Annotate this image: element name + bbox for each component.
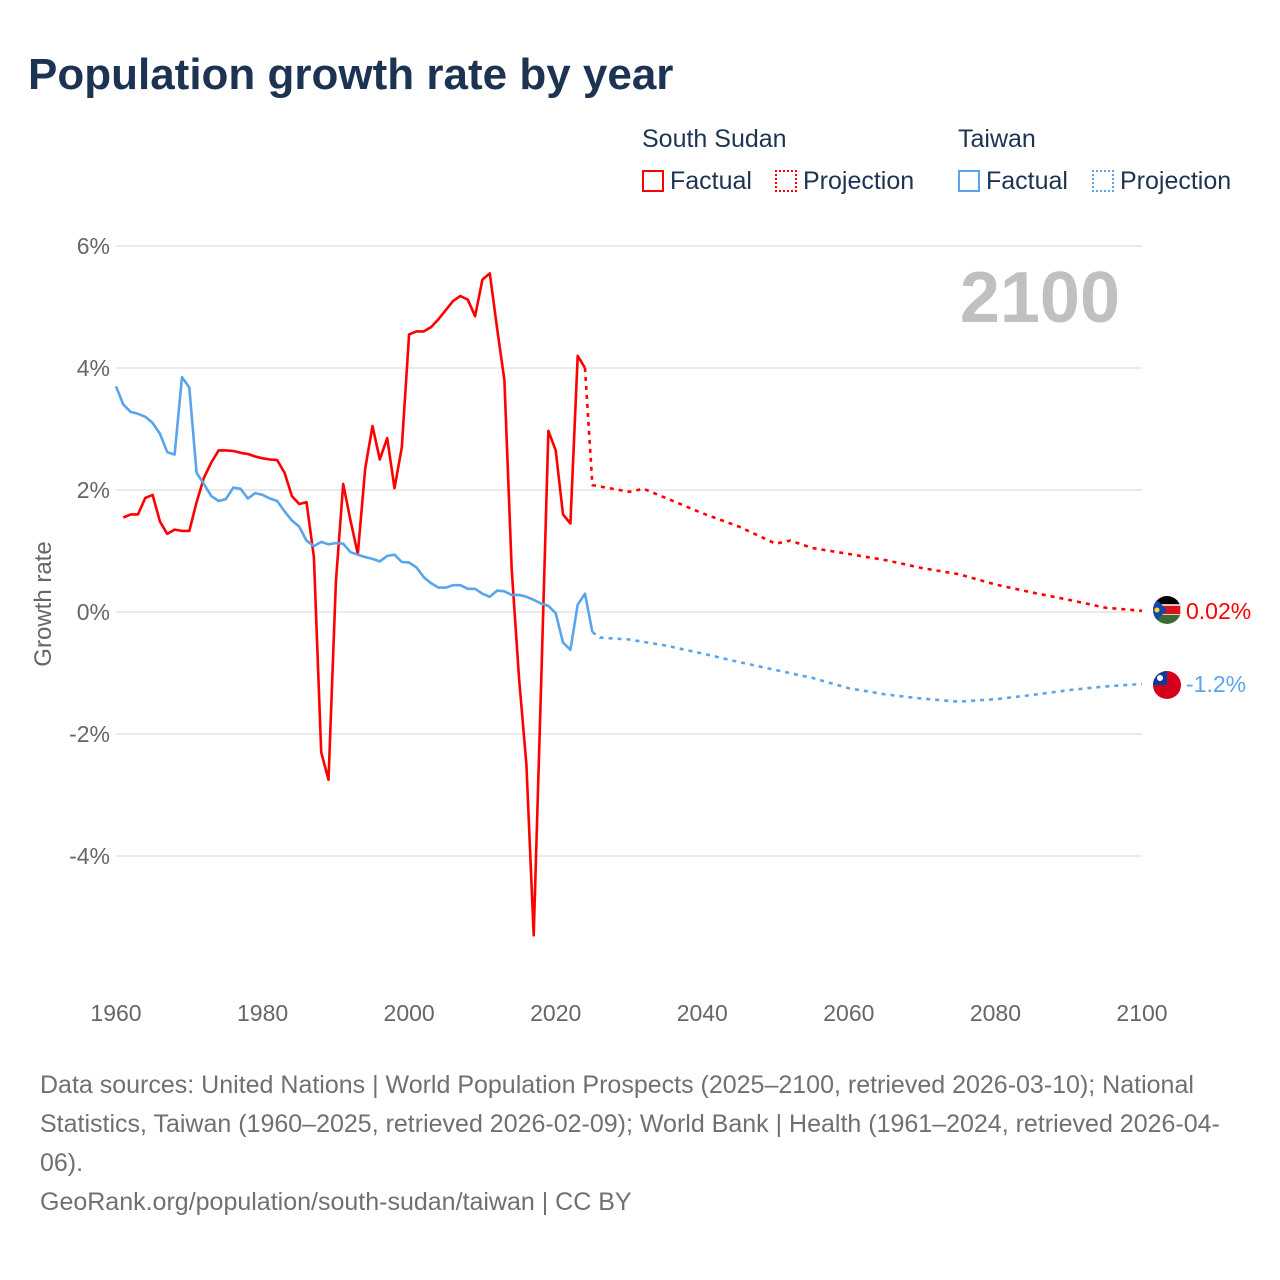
y-tick-label: 4% [77, 355, 110, 381]
legend-label: Projection [803, 167, 915, 195]
legend-taiwan-projection[interactable]: Projection [1092, 167, 1231, 196]
legend-taiwan-factual[interactable]: Factual [958, 167, 1068, 196]
taiwan-projection-line [591, 631, 1143, 704]
south-sudan-factual-line [122, 272, 587, 937]
legend-south-sudan-projection[interactable]: Projection [775, 167, 914, 196]
x-tick-label: 2040 [677, 1000, 728, 1026]
dotted-swatch-icon [775, 170, 797, 192]
y-tick-label: 6% [77, 233, 110, 259]
y-tick-label: -2% [69, 721, 110, 747]
legend-group-south-sudan: South Sudan [642, 125, 787, 153]
page-title: Population growth rate by year [28, 50, 674, 99]
legend-group-taiwan: Taiwan [958, 125, 1036, 153]
legend-label: Factual [670, 167, 752, 195]
credit-link[interactable]: GeoRank.org/population/south-sudan/taiwa… [40, 1188, 632, 1216]
solid-swatch-icon [958, 170, 980, 192]
solid-swatch-icon [642, 170, 664, 192]
x-tick-label: 1980 [237, 1000, 288, 1026]
dotted-swatch-icon [1092, 170, 1114, 192]
y-tick-label: 0% [77, 599, 110, 625]
year-label: 2100 [960, 258, 1120, 338]
legend-south-sudan-factual[interactable]: Factual [642, 167, 752, 196]
south-sudan-flag-icon [1153, 596, 1181, 624]
x-tick-label: 2100 [1116, 1000, 1167, 1026]
footer: Data sources: United Nations | World Pop… [40, 1066, 1250, 1222]
end-value-label: -1.2% [1186, 671, 1246, 697]
data-sources: Data sources: United Nations | World Pop… [40, 1071, 1220, 1177]
x-tick-label: 2060 [823, 1000, 874, 1026]
x-tick-label: 1960 [90, 1000, 141, 1026]
end-value-label: 0.02% [1186, 598, 1251, 624]
taiwan-flag-icon [1153, 671, 1181, 699]
x-tick-label: 2020 [530, 1000, 581, 1026]
y-tick-label: -4% [69, 843, 110, 869]
x-tick-label: 2080 [970, 1000, 1021, 1026]
y-axis-label: Growth rate [30, 541, 57, 666]
legend-label: Factual [986, 167, 1068, 195]
legend-label: Projection [1120, 167, 1232, 195]
y-tick-label: 2% [77, 477, 110, 503]
taiwan-factual-line [114, 375, 594, 652]
x-tick-label: 2000 [384, 1000, 435, 1026]
